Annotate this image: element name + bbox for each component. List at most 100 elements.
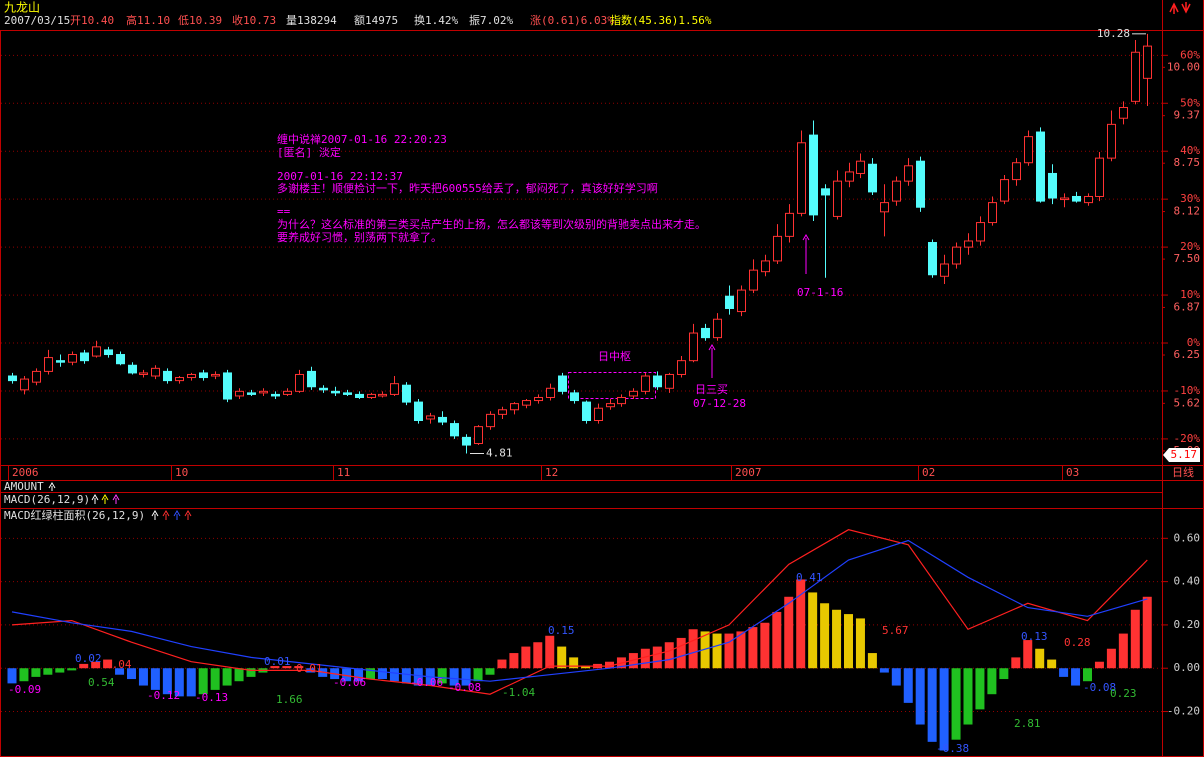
candle-body — [116, 354, 125, 365]
x-tick-label: 11 — [337, 466, 350, 479]
arrow-head — [48, 482, 56, 489]
value-annotation: -0.08 — [1083, 681, 1116, 694]
histogram-bar — [31, 668, 41, 677]
candle-body — [68, 354, 77, 363]
histogram-bar — [640, 648, 650, 669]
candle-body — [462, 436, 471, 446]
candle-body — [510, 403, 519, 411]
histogram-bar — [174, 668, 184, 697]
value-annotation: 5.67 — [882, 624, 909, 637]
candle-body — [534, 396, 543, 402]
note-line: 缠中说禅2007-01-16 22:20:23 — [277, 132, 447, 146]
candle-body — [1060, 197, 1069, 201]
histogram-bar — [7, 668, 17, 684]
candle-body — [641, 375, 650, 392]
y2-tick-label: 60% — [1180, 48, 1200, 61]
y-tick-label: 8.75 — [1174, 156, 1201, 169]
histogram-bar — [820, 603, 830, 669]
candle-body — [331, 390, 340, 394]
candle-body — [761, 260, 770, 273]
histogram-bar — [509, 653, 519, 669]
y-tick-label: 10.00 — [1167, 60, 1200, 73]
candle-body — [56, 360, 65, 363]
candle-body — [271, 393, 280, 397]
candle-body — [1084, 195, 1093, 204]
value-annotation: 2.81 — [1014, 717, 1041, 730]
histogram-bar — [342, 668, 352, 682]
header-item: 换1.42% — [414, 13, 458, 27]
histogram-bar — [569, 657, 579, 669]
candle-body — [868, 163, 877, 193]
candle-body — [809, 134, 818, 216]
y-tick-label: 0.00 — [1174, 661, 1201, 674]
histogram-bar — [557, 646, 567, 669]
candle-body — [976, 222, 985, 242]
candle-body — [749, 269, 758, 291]
candle-body — [594, 407, 603, 422]
histogram-bar — [891, 668, 901, 686]
histogram-bar — [79, 663, 89, 669]
histogram-bar — [401, 668, 411, 684]
arrow-head — [708, 344, 716, 351]
pane-header: MACD(26,12,9) — [4, 493, 90, 506]
arrow-head — [162, 510, 170, 517]
candle-body — [833, 180, 842, 217]
candle-body — [725, 295, 734, 309]
histogram-bar — [844, 614, 853, 669]
candle-body — [187, 373, 196, 379]
last-price: 5.17 — [1171, 448, 1198, 461]
histogram-bar — [1071, 668, 1081, 686]
x-tick-label: 10 — [175, 466, 188, 479]
candle-body — [785, 212, 794, 237]
candle-body — [474, 426, 483, 445]
x-tick-label: 02 — [922, 466, 935, 479]
y2-tick-label: 0% — [1187, 336, 1201, 349]
candle-body — [629, 390, 638, 397]
candle-body — [988, 202, 997, 224]
histogram-bar — [449, 668, 459, 686]
candle-body — [175, 377, 184, 382]
candle-body — [1072, 195, 1081, 202]
candle-body — [80, 352, 89, 362]
candle-body — [904, 165, 913, 182]
value-annotation: 0.01 — [264, 655, 291, 668]
value-annotation: 0.01 — [296, 662, 323, 675]
annotation: 日中枢 — [598, 349, 631, 363]
value-annotation: 0.41 — [796, 571, 823, 584]
candle-body — [916, 160, 925, 208]
histogram-bar — [545, 635, 555, 669]
candle-body — [128, 364, 137, 374]
y-tick-label: 8.12 — [1174, 205, 1201, 218]
value-annotation: 0.13 — [1021, 630, 1048, 643]
value-annotation: -0.38 — [936, 742, 969, 755]
y2-tick-label: 40% — [1180, 144, 1200, 157]
candle-body — [498, 409, 507, 415]
histogram-bar — [162, 668, 172, 695]
y2-tick-label: 50% — [1180, 96, 1200, 109]
histogram-bar — [784, 596, 794, 669]
histogram-bar — [150, 668, 160, 690]
value-annotation: -0.12 — [147, 689, 180, 702]
candle-body — [821, 188, 830, 196]
y2-tick-label: -10% — [1174, 384, 1201, 397]
candle-body — [964, 240, 973, 248]
histogram-bar — [115, 668, 125, 675]
candle-body — [355, 393, 364, 398]
histogram-bar — [1142, 596, 1152, 669]
candle-body — [701, 327, 710, 339]
histogram-bar — [366, 668, 375, 680]
arrow-head — [802, 234, 810, 241]
histogram-bar — [867, 653, 877, 669]
annotation: 07-1-16 — [797, 286, 843, 299]
y-tick-label: 5.62 — [1174, 396, 1201, 409]
candle-body — [1131, 51, 1140, 102]
histogram-bar — [832, 609, 842, 669]
candle-body — [343, 392, 352, 395]
candle-body — [199, 372, 208, 379]
stock-name: 九龙山 — [4, 1, 40, 15]
histogram-bar — [712, 633, 722, 669]
candle-body — [689, 332, 698, 362]
histogram-bar — [497, 659, 507, 669]
candle-body — [283, 390, 292, 395]
